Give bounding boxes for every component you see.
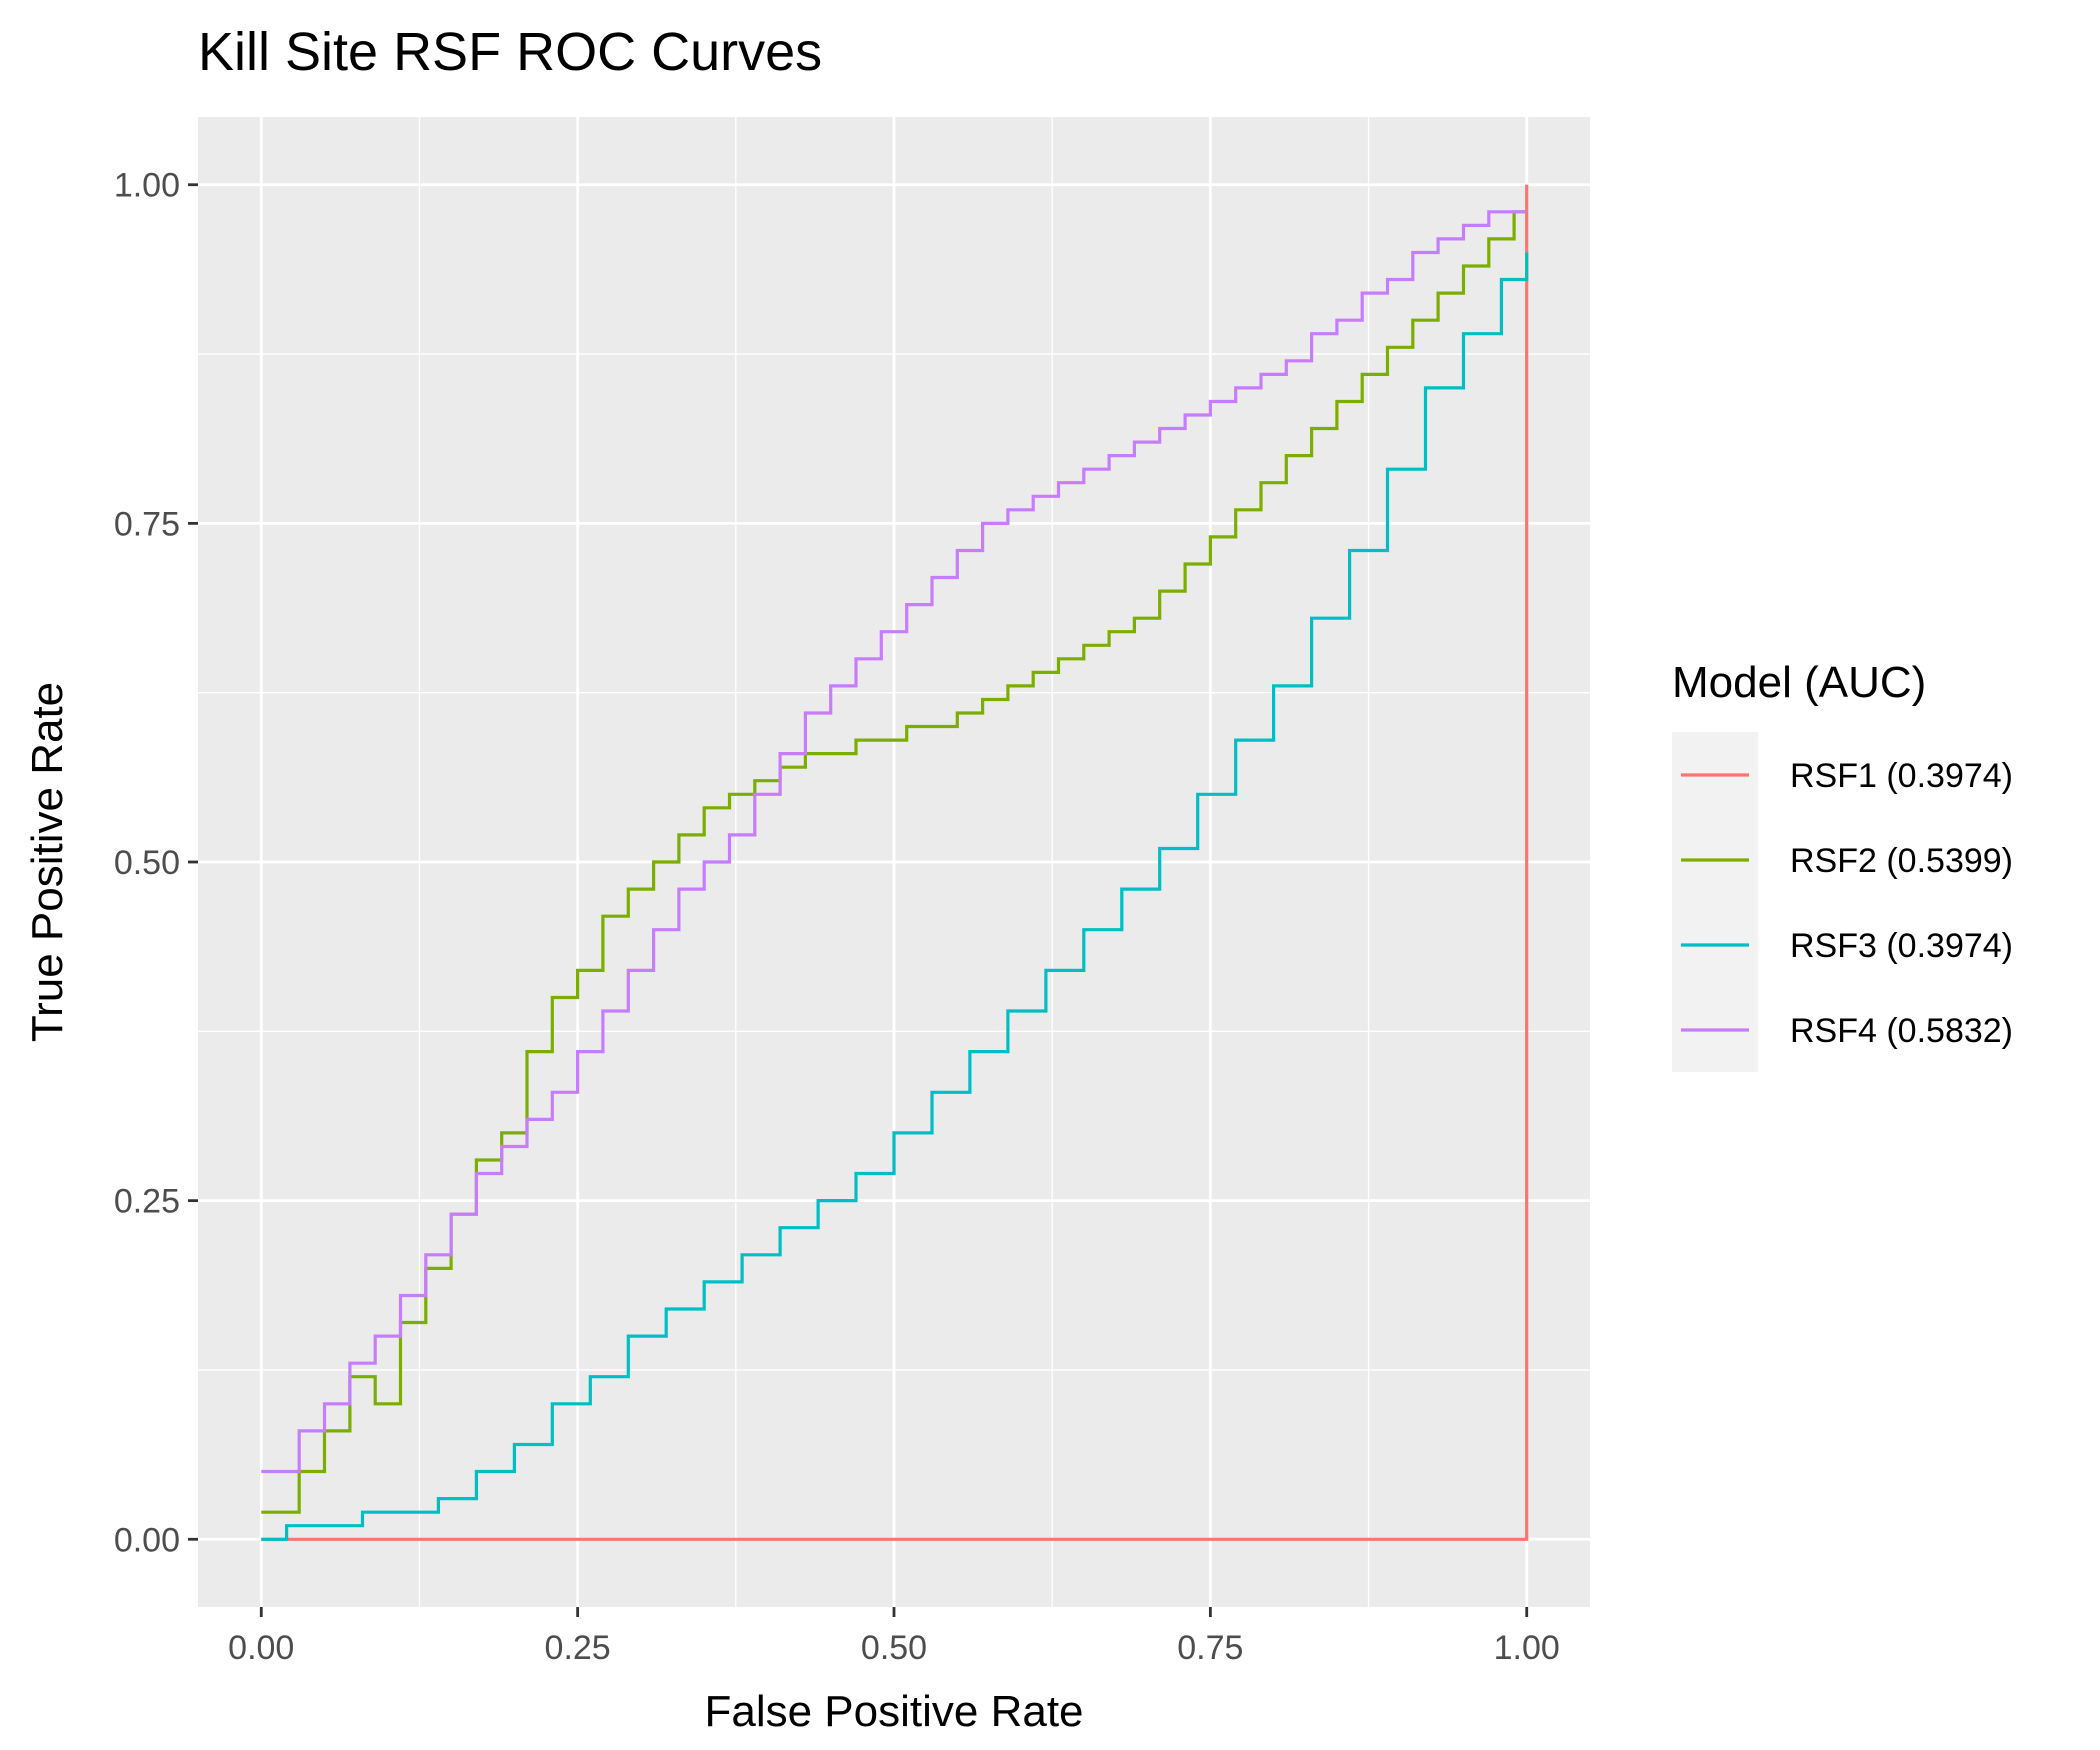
y-tick-label: 0.50 <box>114 844 180 882</box>
legend-label-2: RSF2 (0.5399) <box>1790 842 2013 880</box>
chart-title: Kill Site RSF ROC Curves <box>198 22 822 82</box>
y-axis-title: True Positive Rate <box>23 682 72 1042</box>
legend-title: Model (AUC) <box>1672 658 1926 707</box>
x-axis: 0.00 0.25 0.50 0.75 1.00 <box>228 1607 1560 1667</box>
x-axis-title: False Positive Rate <box>704 1687 1083 1736</box>
x-tick-label: 0.00 <box>228 1629 294 1667</box>
series-lines <box>261 184 1529 1541</box>
grid-lines <box>198 117 1590 1607</box>
y-tick-label: 0.75 <box>114 505 180 543</box>
y-tick-label: 0.25 <box>114 1183 180 1221</box>
legend-label-4: RSF4 (0.5832) <box>1790 1012 2013 1050</box>
legend-label-1: RSF1 (0.3974) <box>1790 757 2013 795</box>
y-tick-label: 0.00 <box>114 1521 180 1559</box>
series-line-3 <box>261 252 1529 1541</box>
series-line-4 <box>261 210 1527 1474</box>
y-axis: 0.00 0.25 0.50 0.75 1.00 <box>114 167 198 1559</box>
series-line-1 <box>261 184 1529 1541</box>
legend-items: RSF1 (0.3974) RSF2 (0.5399) RSF3 (0.3974) R… <box>1681 757 2013 1050</box>
x-tick-label: 0.50 <box>861 1629 927 1667</box>
x-tick-label: 0.75 <box>1177 1629 1243 1667</box>
legend-label-3: RSF3 (0.3974) <box>1790 927 2013 965</box>
legend-key-background <box>1672 732 1758 1072</box>
y-tick-label: 1.00 <box>114 167 180 205</box>
x-tick-label: 1.00 <box>1494 1629 1560 1667</box>
legend: Model (AUC) RSF1 (0.3974)RSF2 (0.5399)RS… <box>1672 658 2013 1072</box>
x-tick-label: 0.25 <box>545 1629 611 1667</box>
